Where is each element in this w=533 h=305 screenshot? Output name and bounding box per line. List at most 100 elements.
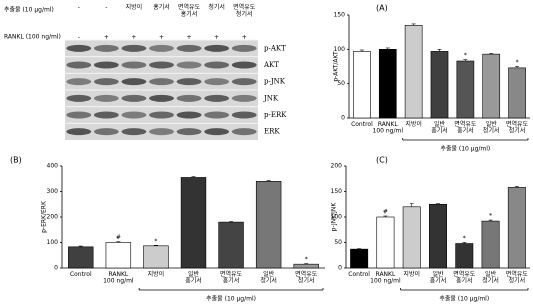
x-tick-label: 지방이 — [148, 270, 165, 278]
x-tick-label: 면역유도 홍기서 — [220, 270, 243, 285]
blot-lane-label: 홍기서 — [153, 3, 170, 11]
blot-band — [204, 94, 230, 102]
blot-lane-label: 면역유도 청기서 — [233, 3, 256, 18]
y-tick-label: 100 — [47, 239, 59, 246]
blot-band — [231, 111, 257, 119]
blot-band — [176, 61, 202, 69]
y-tick-label: 50 — [334, 239, 342, 246]
y-tick-label: 150 — [331, 188, 343, 195]
blot-header-label: 추출물 (10 μg/ml) — [4, 6, 54, 14]
blot-row-label: p-AKT — [264, 44, 286, 52]
blot-band — [176, 78, 202, 86]
x-tick-label: 면역유도 청기서 — [506, 120, 529, 135]
blot-band — [93, 78, 119, 86]
y-tick-label: 200 — [331, 163, 343, 170]
x-tick-label: 일반 홍기서 — [185, 270, 202, 285]
blot-lane-label: + — [159, 34, 164, 41]
bar — [68, 246, 94, 269]
x-tick-label: 면역유도 청기서 — [506, 270, 529, 285]
significance-mark: # — [116, 234, 121, 241]
blot-row-label: p-JNK — [264, 78, 286, 86]
blot-lane-label: - — [78, 34, 80, 41]
blot-band — [204, 44, 230, 52]
significance-mark: * — [516, 59, 519, 66]
x-tick-label: 면역유도 홍기서 — [453, 270, 476, 285]
bar — [455, 243, 474, 269]
bracket-label: 추출물 (10 μg/ml) — [206, 295, 256, 303]
bar — [378, 49, 397, 119]
y-axis-label: p-AKT/AKT — [333, 51, 340, 82]
blot-band — [66, 61, 92, 69]
x-tick-label: 일반 청기서 — [483, 120, 500, 135]
blot-band — [176, 44, 202, 52]
blot-band — [176, 111, 202, 119]
bar — [430, 51, 449, 119]
blot-header-label: RANKL (100 ng/ml) — [4, 34, 61, 41]
blot-band — [93, 111, 119, 119]
x-tick-label: 지방이 — [405, 120, 422, 128]
blot-band — [93, 128, 119, 136]
bar — [350, 248, 369, 269]
blot-row-label: p-ERK — [264, 111, 287, 119]
bar — [255, 181, 282, 269]
significance-mark: * — [154, 238, 157, 245]
y-tick-label: 100 — [334, 46, 346, 53]
x-tick-label: RANKL 100 ng/ml — [103, 271, 134, 285]
bar — [507, 187, 526, 269]
bar — [293, 263, 319, 269]
y-tick-label: 50 — [337, 80, 345, 87]
blot-band — [231, 94, 257, 102]
blot-band — [149, 61, 174, 69]
blot-band — [204, 111, 230, 119]
bar — [404, 24, 423, 119]
x-tick-label: Control — [70, 271, 92, 278]
blot-row-label: ERK — [264, 128, 280, 136]
y-tick-label: 150 — [334, 12, 346, 19]
blot-lane-label: - — [78, 4, 80, 11]
bar — [353, 51, 371, 119]
blot-row-label: AKT — [263, 61, 279, 69]
blot-band — [93, 61, 119, 69]
blot-lane-label: + — [187, 34, 192, 41]
blot-band — [93, 94, 119, 102]
x-tick-label: 면역유도 홍기서 — [454, 120, 477, 135]
blot-band — [231, 44, 257, 52]
y-tick-label: 400 — [47, 163, 59, 170]
blot-lane-label: + — [104, 34, 109, 41]
significance-mark: * — [464, 52, 467, 59]
blot-band — [149, 94, 174, 102]
bar — [180, 177, 207, 269]
significance-mark: * — [463, 235, 466, 242]
bar — [402, 206, 421, 269]
y-axis-label: p-ERK/ERK — [41, 200, 48, 233]
significance-mark: * — [305, 256, 308, 263]
blot-band — [121, 94, 147, 102]
bracket-label: 추출물 (10 μg/ml) — [439, 295, 489, 303]
blot-band — [121, 128, 147, 136]
x-tick-label: RANKL 100 ng/ml — [373, 121, 404, 135]
blot-row-label: JNK — [263, 94, 279, 102]
y-tick-label: 0 — [54, 265, 58, 272]
bar — [429, 203, 447, 269]
blot-band — [66, 94, 92, 102]
y-axis-label: p-JNK/JNK — [331, 202, 338, 232]
blot-lane-label: - — [105, 4, 107, 11]
blot-band — [121, 78, 147, 86]
x-tick-label: Control — [351, 121, 373, 128]
y-tick-label: 0 — [338, 265, 342, 272]
blot-lane-label: + — [242, 34, 247, 41]
significance-mark: * — [489, 213, 492, 220]
bar — [456, 60, 475, 119]
x-tick-label: 일반 청기서 — [482, 270, 499, 285]
blot-band — [204, 128, 230, 136]
panel-label: (A) — [376, 4, 388, 13]
y-tick-label: 100 — [331, 214, 343, 221]
blot-band — [66, 111, 92, 119]
blot-lane-label: 청기서 — [208, 3, 225, 11]
panel-label: (B) — [10, 156, 22, 165]
bar — [508, 67, 526, 119]
x-tick-label: RANKL 100 ng/ml — [370, 271, 401, 285]
blot-band — [231, 61, 257, 69]
blot-lane-label: + — [214, 34, 219, 41]
x-tick-label: 일반 청기서 — [260, 270, 277, 285]
